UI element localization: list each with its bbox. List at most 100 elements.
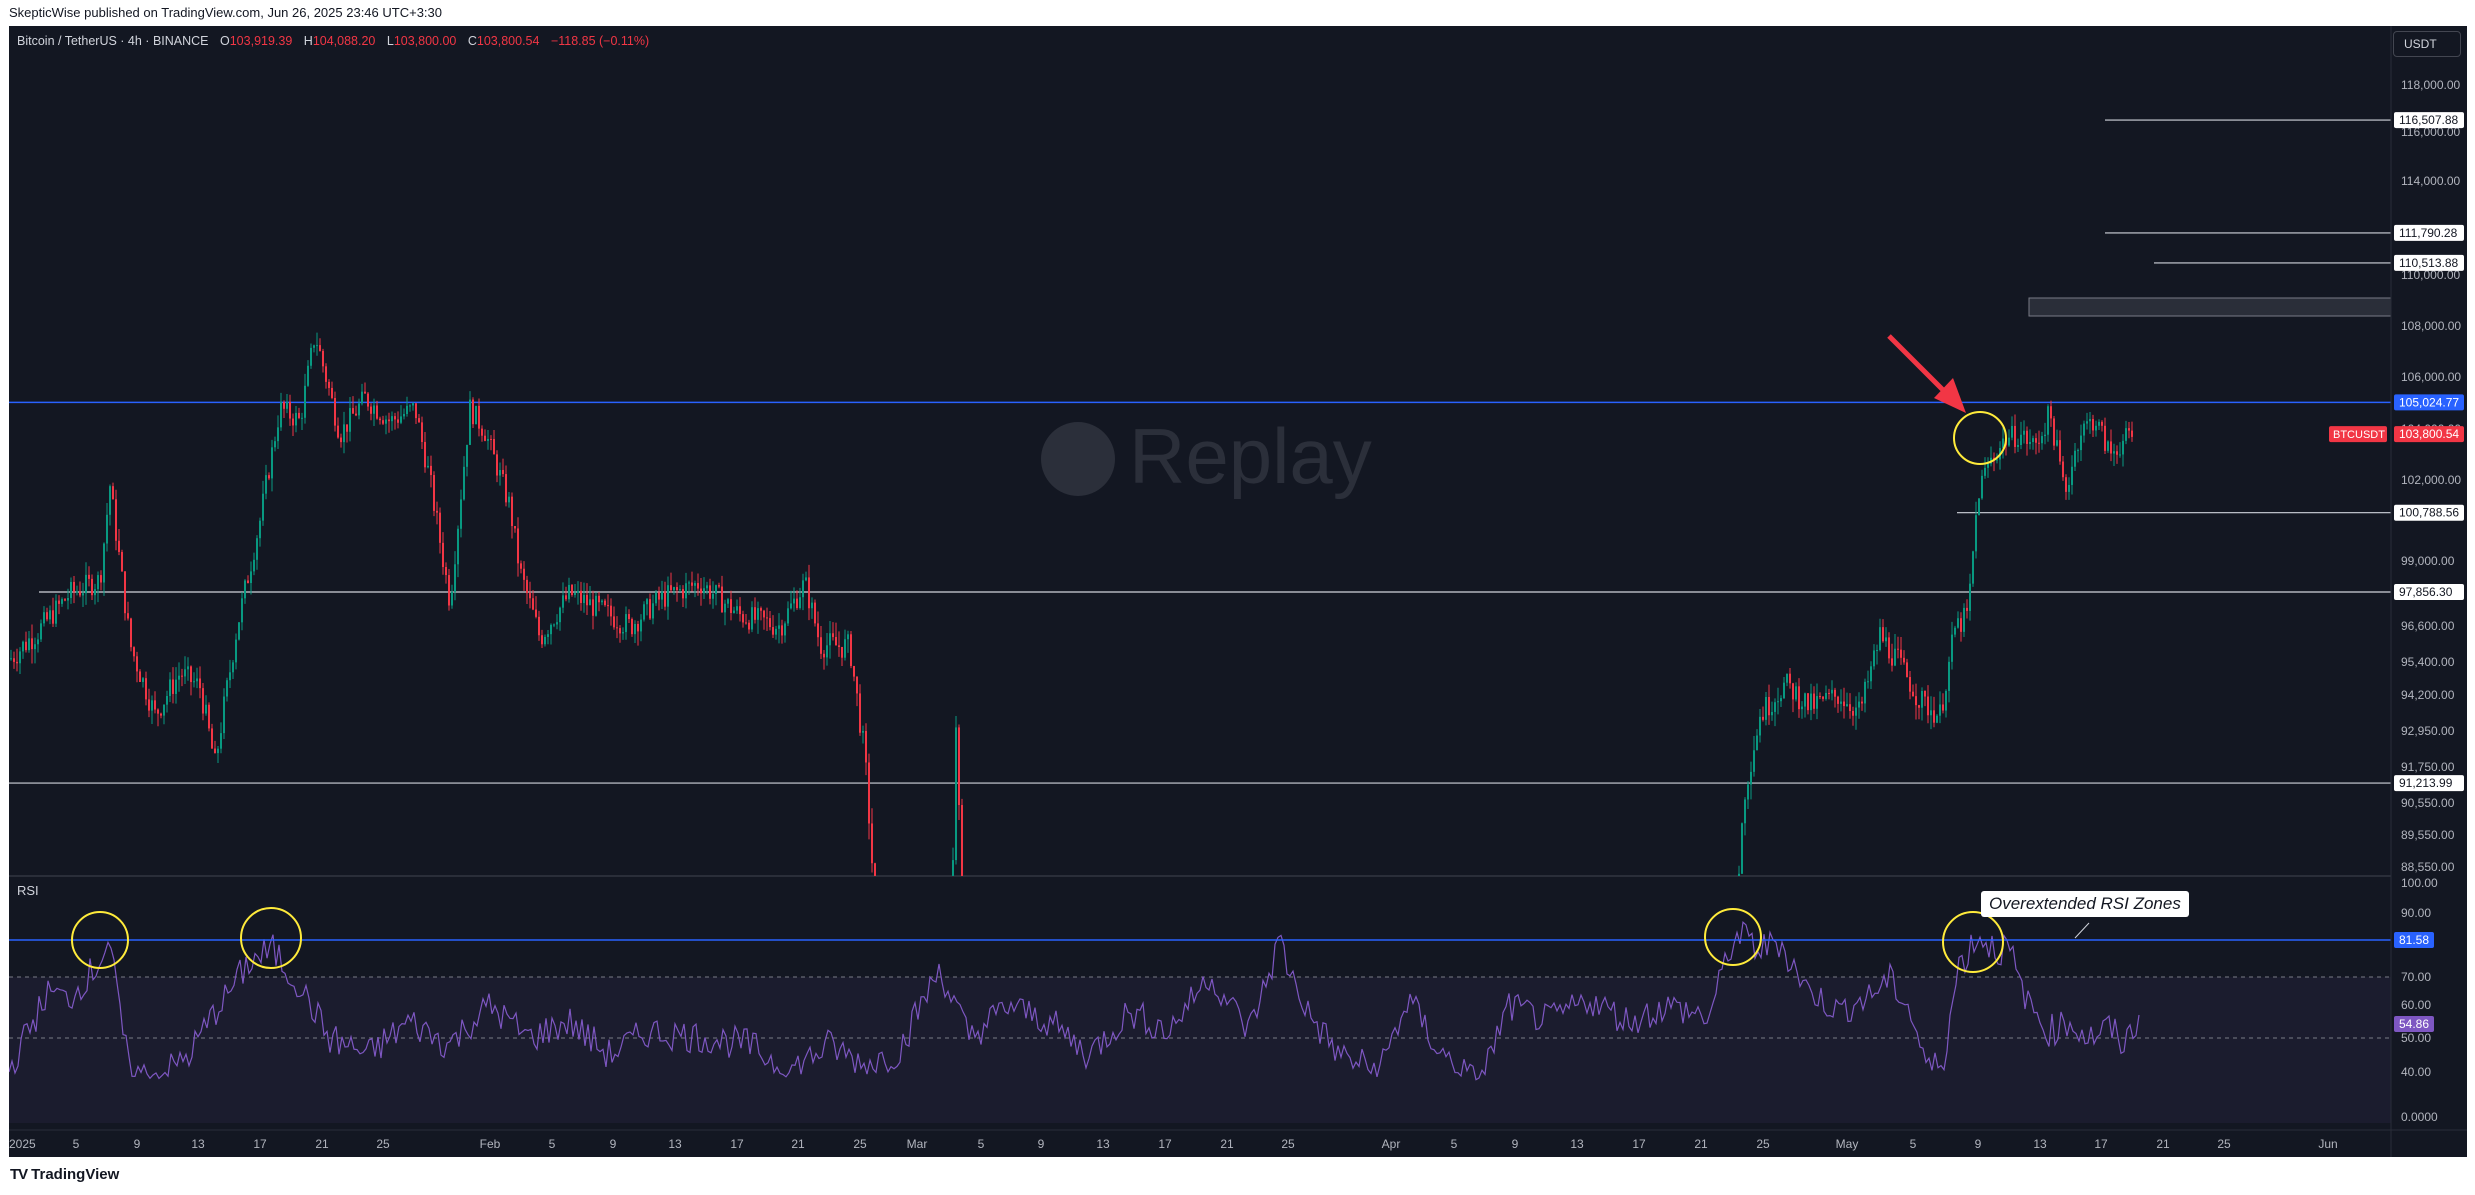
candle-body [2110, 441, 2112, 454]
time-tick: 25 [1756, 1137, 1770, 1151]
level-label-bg [2394, 254, 2464, 271]
candle-body [148, 699, 150, 711]
candle-body [511, 496, 513, 527]
target-zone [2028, 297, 2392, 317]
candle-body [2017, 445, 2019, 447]
level-label: 116,507.88 [2399, 113, 2458, 127]
candle-body [394, 416, 396, 420]
candle-body [565, 595, 567, 600]
candle-body [415, 403, 417, 419]
candle-body [88, 574, 90, 579]
candle-body [544, 636, 546, 645]
candle-body [100, 575, 102, 583]
price-tick: 110,000.00 [2401, 268, 2460, 282]
candle-body [1897, 648, 1899, 650]
tradingview-logo[interactable]: TV TradingView [10, 1166, 120, 1183]
candle-body [1942, 704, 1944, 711]
candle-body [2116, 451, 2118, 455]
currency-button[interactable]: USDT [2393, 31, 2461, 57]
candle-body [760, 608, 762, 611]
candle-body [1906, 662, 1908, 678]
level-label: 111,790.28 [2399, 226, 2458, 240]
time-tick: Feb [480, 1137, 501, 1151]
candle-body [391, 416, 393, 422]
rsi-tick: 60.00 [2401, 998, 2431, 1012]
candle-body [514, 526, 516, 529]
chart-frame[interactable]: 118,000.00 116,000.00 114,000.00 110,000.00… [9, 26, 2467, 1157]
candle-body [466, 444, 468, 467]
candle-body [376, 405, 378, 419]
candle-body [484, 435, 486, 441]
candle-body [820, 637, 822, 654]
candle-body [1912, 691, 1914, 697]
candle-body [547, 634, 549, 637]
candle-body [628, 614, 630, 620]
candle-body [2041, 436, 2043, 444]
candle-body [691, 582, 693, 586]
time-tick: 5 [978, 1137, 985, 1151]
candle-body [1963, 607, 1965, 632]
last-price-label: 103,800.54 [2399, 427, 2459, 441]
candle-body [166, 695, 168, 705]
candle-body [253, 559, 255, 572]
candle-body [1813, 693, 1815, 709]
candle-body [133, 647, 135, 657]
open-label: O [220, 34, 230, 48]
candle-body [781, 625, 783, 636]
candle-body [712, 593, 714, 599]
candle-body [2044, 434, 2046, 437]
candle-body [2023, 430, 2025, 435]
candle-body [751, 607, 753, 630]
time-tick: 21 [1220, 1137, 1234, 1151]
time-tick: 13 [2033, 1137, 2047, 1151]
candle-body [154, 700, 156, 710]
candle-body [2050, 406, 2052, 419]
publish-header: SkepticWise published on TradingView.com… [0, 0, 2475, 26]
candle-body [649, 599, 651, 619]
candle-body [739, 606, 741, 615]
candle-body [676, 587, 678, 591]
candle-body [427, 465, 429, 468]
rsi-annotation[interactable]: Overextended RSI Zones [1981, 891, 2189, 917]
candle-body [325, 366, 327, 382]
candle-body [1804, 693, 1806, 707]
candle-body [1888, 637, 1890, 659]
candle-body [643, 604, 645, 620]
candle-body [502, 469, 504, 475]
level-label-bg [2394, 112, 2464, 129]
candle-body [172, 679, 174, 694]
low-label: L [386, 34, 394, 48]
candle-body [859, 693, 861, 733]
candle-body [487, 438, 489, 441]
candle-body [1756, 735, 1758, 751]
candle-body [625, 614, 627, 633]
candle-body [73, 581, 75, 592]
publish-info: SkepticWise published on TradingView.com… [9, 5, 442, 20]
candle-body [661, 591, 663, 600]
candle-body [1975, 515, 1977, 552]
close-label: C [467, 34, 477, 48]
candle-body [1879, 627, 1881, 651]
time-tick: 5 [73, 1137, 80, 1151]
candle-body [274, 441, 276, 448]
overextended-circle [71, 911, 129, 969]
time-tick: 9 [134, 1137, 141, 1151]
candle-body [2098, 421, 2100, 426]
candle-body [847, 634, 849, 640]
candle-body [730, 599, 732, 613]
chart-canvas[interactable]: 118,000.00 116,000.00 114,000.00 110,000.00… [9, 26, 2467, 1157]
candle-body [1861, 701, 1863, 704]
candle-body [541, 635, 543, 645]
candle-body [460, 499, 462, 529]
candle-body [1891, 658, 1893, 666]
candle-body [2056, 440, 2058, 446]
replay-icon [1041, 422, 1115, 496]
candle-body [538, 616, 540, 636]
candle-body [865, 730, 867, 763]
candle-body [856, 676, 858, 694]
candle-body [13, 658, 15, 662]
candle-body [109, 486, 111, 515]
candle-body [1987, 463, 1989, 468]
candle-body [364, 391, 366, 394]
candle-body [448, 575, 450, 606]
